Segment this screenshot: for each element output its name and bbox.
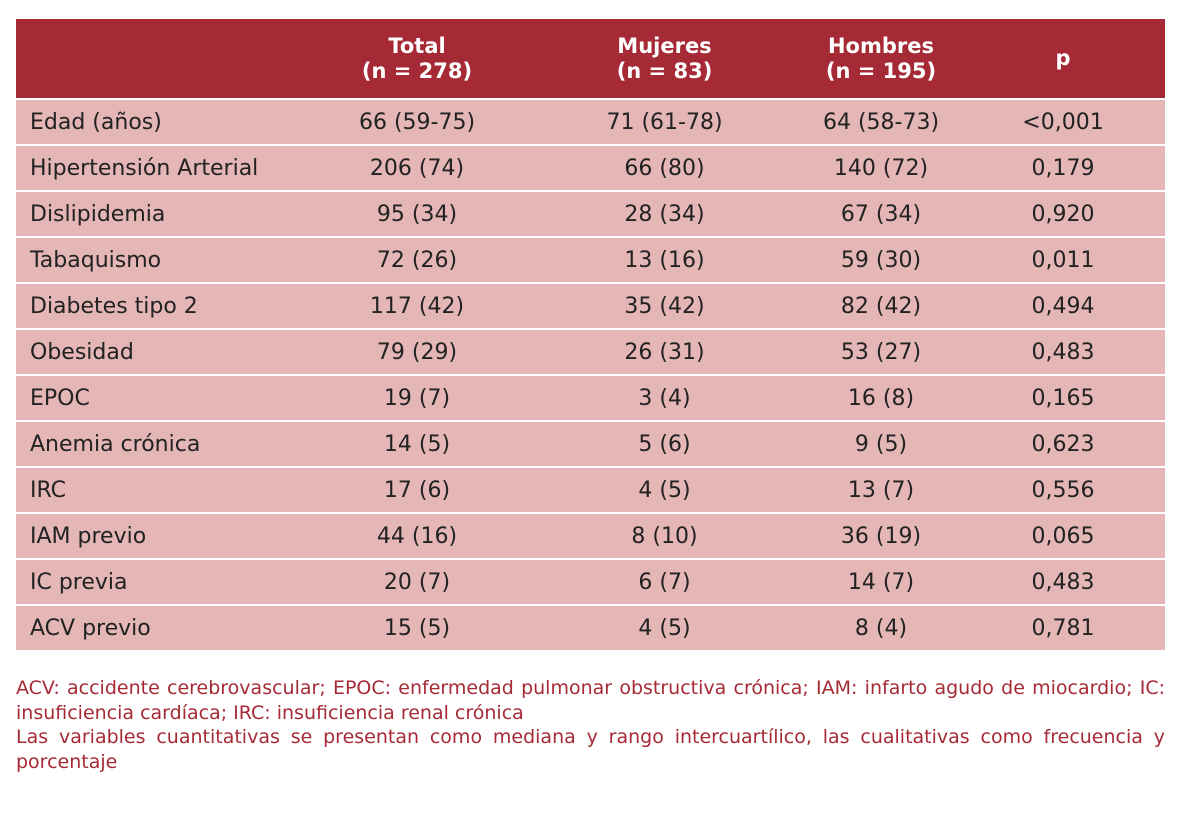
cell-hombres: 53 (27) — [801, 328, 961, 374]
table-row: Obesidad 79 (29) 26 (31) 53 (27) 0,483 — [16, 328, 1165, 374]
cell-hombres: 82 (42) — [801, 282, 961, 328]
abbreviations-note: ACV: accidente cerebrovascular; EPOC: en… — [16, 677, 1165, 724]
header-mujeres: Mujeres (n = 83) — [528, 19, 801, 98]
cell-mujeres: 28 (34) — [528, 190, 801, 236]
table-row: IAM previo 44 (16) 8 (10) 36 (19) 0,065 — [16, 512, 1165, 558]
table-header-row: Total (n = 278) Mujeres (n = 83) Hombres… — [16, 19, 1165, 98]
header-p-label: p — [1055, 46, 1071, 70]
row-label: Dislipidemia — [16, 190, 306, 236]
cell-p-value: 0,494 — [961, 282, 1165, 328]
methods-note: Las variables cuantitativas se presentan… — [16, 726, 1165, 773]
cell-hombres: 16 (8) — [801, 374, 961, 420]
header-total-n: (n = 278) — [361, 58, 473, 83]
cell-hombres: 13 (7) — [801, 466, 961, 512]
cell-total: 206 (74) — [306, 144, 528, 190]
header-total: Total (n = 278) — [306, 19, 528, 98]
cell-p-value: 0,011 — [961, 236, 1165, 282]
cell-total: 17 (6) — [306, 466, 528, 512]
table-footnotes: ACV: accidente cerebrovascular; EPOC: en… — [16, 676, 1165, 774]
row-label: Edad (años) — [16, 98, 306, 144]
row-label: IRC — [16, 466, 306, 512]
cell-mujeres: 5 (6) — [528, 420, 801, 466]
table-row: EPOC 19 (7) 3 (4) 16 (8) 0,165 — [16, 374, 1165, 420]
table-row: ACV previo 15 (5) 4 (5) 8 (4) 0,781 — [16, 604, 1165, 650]
header-hombres: Hombres (n = 195) — [801, 19, 961, 98]
cell-hombres: 9 (5) — [801, 420, 961, 466]
cell-p-value: 0,920 — [961, 190, 1165, 236]
cell-total: 44 (16) — [306, 512, 528, 558]
comorbidity-table: Total (n = 278) Mujeres (n = 83) Hombres… — [16, 19, 1165, 650]
table-row: Dislipidemia 95 (34) 28 (34) 67 (34) 0,9… — [16, 190, 1165, 236]
table-row: Edad (años) 66 (59-75) 71 (61-78) 64 (58… — [16, 98, 1165, 144]
cell-mujeres: 8 (10) — [528, 512, 801, 558]
cell-mujeres: 66 (80) — [528, 144, 801, 190]
header-variable — [16, 19, 306, 98]
cell-hombres: 64 (58-73) — [801, 98, 961, 144]
row-label: EPOC — [16, 374, 306, 420]
cell-hombres: 36 (19) — [801, 512, 961, 558]
row-label: Anemia crónica — [16, 420, 306, 466]
cell-hombres: 140 (72) — [801, 144, 961, 190]
table-row: Diabetes tipo 2 117 (42) 35 (42) 82 (42)… — [16, 282, 1165, 328]
cell-mujeres: 71 (61-78) — [528, 98, 801, 144]
cell-p-value: 0,781 — [961, 604, 1165, 650]
header-hombres-n: (n = 195) — [825, 58, 937, 83]
cell-p-value: 0,556 — [961, 466, 1165, 512]
cell-p-value: 0,179 — [961, 144, 1165, 190]
cell-hombres: 67 (34) — [801, 190, 961, 236]
cell-hombres: 59 (30) — [801, 236, 961, 282]
header-p-value: p — [961, 19, 1165, 98]
header-hombres-label: Hombres — [827, 33, 934, 58]
row-label: IC previa — [16, 558, 306, 604]
cell-p-value: 0,483 — [961, 328, 1165, 374]
comorbidity-table-container: Total (n = 278) Mujeres (n = 83) Hombres… — [16, 19, 1165, 650]
table-row: Hipertensión Arterial 206 (74) 66 (80) 1… — [16, 144, 1165, 190]
cell-hombres: 8 (4) — [801, 604, 961, 650]
header-total-label: Total — [388, 33, 446, 58]
row-label: Hipertensión Arterial — [16, 144, 306, 190]
header-mujeres-label: Mujeres — [617, 33, 712, 58]
cell-total: 14 (5) — [306, 420, 528, 466]
table-row: Tabaquismo 72 (26) 13 (16) 59 (30) 0,011 — [16, 236, 1165, 282]
cell-p-value: 0,623 — [961, 420, 1165, 466]
cell-p-value: 0,065 — [961, 512, 1165, 558]
row-label: ACV previo — [16, 604, 306, 650]
row-label: Diabetes tipo 2 — [16, 282, 306, 328]
cell-mujeres: 35 (42) — [528, 282, 801, 328]
cell-mujeres: 4 (5) — [528, 466, 801, 512]
cell-total: 72 (26) — [306, 236, 528, 282]
cell-mujeres: 3 (4) — [528, 374, 801, 420]
cell-mujeres: 26 (31) — [528, 328, 801, 374]
table-row: IC previa 20 (7) 6 (7) 14 (7) 0,483 — [16, 558, 1165, 604]
cell-total: 79 (29) — [306, 328, 528, 374]
cell-total: 95 (34) — [306, 190, 528, 236]
cell-hombres: 14 (7) — [801, 558, 961, 604]
cell-p-value: <0,001 — [961, 98, 1165, 144]
cell-total: 15 (5) — [306, 604, 528, 650]
cell-total: 19 (7) — [306, 374, 528, 420]
cell-total: 66 (59-75) — [306, 98, 528, 144]
row-label: IAM previo — [16, 512, 306, 558]
cell-mujeres: 4 (5) — [528, 604, 801, 650]
row-label: Obesidad — [16, 328, 306, 374]
cell-mujeres: 13 (16) — [528, 236, 801, 282]
cell-p-value: 0,483 — [961, 558, 1165, 604]
cell-total: 117 (42) — [306, 282, 528, 328]
cell-total: 20 (7) — [306, 558, 528, 604]
cell-p-value: 0,165 — [961, 374, 1165, 420]
header-mujeres-n: (n = 83) — [616, 58, 713, 83]
table-row: IRC 17 (6) 4 (5) 13 (7) 0,556 — [16, 466, 1165, 512]
cell-mujeres: 6 (7) — [528, 558, 801, 604]
row-label: Tabaquismo — [16, 236, 306, 282]
table-row: Anemia crónica 14 (5) 5 (6) 9 (5) 0,623 — [16, 420, 1165, 466]
